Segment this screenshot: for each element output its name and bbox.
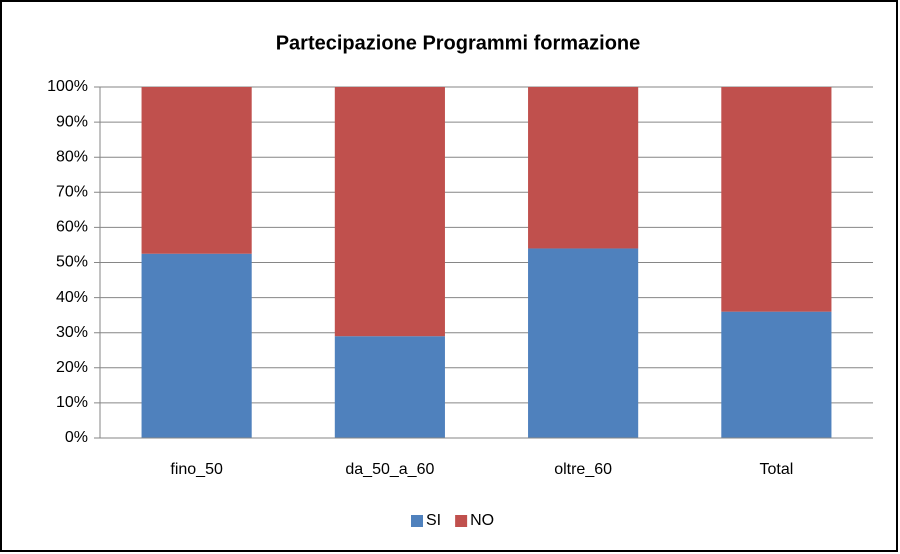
bar-segment bbox=[721, 87, 832, 312]
bar-segment bbox=[528, 87, 639, 249]
bar-segment bbox=[528, 248, 639, 438]
y-tick-label: 50% bbox=[56, 254, 88, 271]
x-tick-label: Total bbox=[759, 461, 793, 478]
chart-title: Partecipazione Programmi formazione bbox=[276, 32, 641, 54]
y-tick-label: 20% bbox=[56, 359, 88, 376]
y-tick-label: 30% bbox=[56, 324, 88, 341]
x-tick-label: fino_50 bbox=[170, 461, 223, 478]
y-tick-label: 100% bbox=[47, 78, 88, 95]
y-tick-label: 70% bbox=[56, 184, 88, 201]
legend-label: NO bbox=[470, 512, 494, 529]
bar-segment bbox=[141, 253, 252, 438]
y-tick-label: 10% bbox=[56, 394, 88, 411]
y-tick-label: 60% bbox=[56, 219, 88, 236]
bar-segment bbox=[141, 87, 252, 254]
x-tick-label: da_50_a_60 bbox=[345, 461, 434, 478]
bar-segment bbox=[334, 336, 445, 438]
x-tick-label: oltre_60 bbox=[554, 461, 612, 478]
y-tick-label: 90% bbox=[56, 113, 88, 130]
legend-label: SI bbox=[426, 512, 441, 529]
legend-swatch bbox=[455, 515, 468, 527]
bar-segment bbox=[721, 311, 832, 438]
bar-segment bbox=[334, 87, 445, 337]
legend-swatch bbox=[411, 515, 423, 527]
y-tick-label: 40% bbox=[56, 289, 88, 306]
y-tick-label: 80% bbox=[56, 148, 88, 165]
y-tick-label: 0% bbox=[65, 429, 88, 446]
